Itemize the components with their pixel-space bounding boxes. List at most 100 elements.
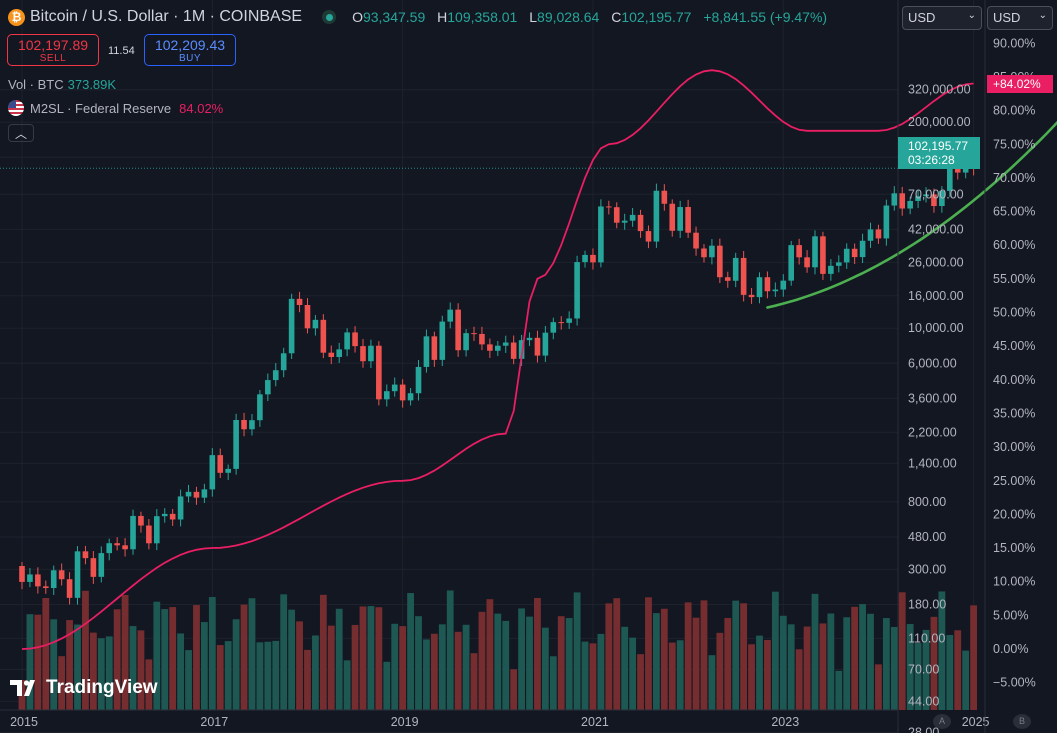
candle-body	[383, 391, 390, 400]
volume-bar	[938, 591, 946, 710]
candle-body	[526, 337, 533, 341]
tradingview-watermark: TradingView	[10, 677, 158, 699]
candle-body	[463, 333, 469, 351]
volume-bar	[922, 629, 930, 710]
candle-body	[122, 545, 128, 550]
auto-scale-button[interactable]: A	[933, 714, 951, 729]
candle-body	[201, 489, 208, 498]
candle-body	[685, 207, 691, 233]
buy-button[interactable]: 102,209.43 BUY	[144, 34, 236, 66]
volume-bar	[335, 608, 343, 710]
volume-bar	[185, 650, 192, 710]
volume-bar	[597, 633, 605, 710]
symbol-title[interactable]: Bitcoin / U.S. Dollar · 1M · COINBASE	[30, 8, 303, 25]
candle-body	[360, 346, 366, 362]
time-tick-label: 2015	[10, 715, 38, 729]
volume-bar	[232, 619, 240, 710]
currency-select-m2-value: USD	[993, 10, 1021, 25]
volume-bar	[882, 618, 890, 710]
volume-bar	[319, 594, 327, 710]
candle-body	[391, 384, 398, 392]
volume-bar	[835, 670, 843, 710]
volume-bar	[629, 637, 637, 710]
candle-body	[193, 491, 200, 498]
volume-bar	[541, 627, 549, 710]
candle-body	[788, 245, 795, 281]
candle-body	[828, 265, 834, 274]
price-tick-label: 10,000.00	[908, 321, 964, 335]
candle-body	[471, 333, 477, 335]
volume-bar	[446, 590, 454, 710]
candle-body	[724, 277, 731, 281]
candle-body	[677, 207, 683, 231]
sell-button[interactable]: 102,197.89 SELL	[7, 34, 99, 66]
currency-select-price-value: USD	[908, 10, 936, 25]
candle-body	[780, 280, 787, 290]
auto-scale-button-right[interactable]: B	[1013, 714, 1031, 729]
volume-bar	[193, 605, 200, 710]
price-tick-label: 16,000.00	[908, 289, 964, 303]
volume-bar	[494, 613, 502, 710]
volume-bar	[803, 626, 811, 710]
volume-bar	[367, 606, 375, 710]
candle-body	[598, 206, 604, 263]
volume-bar	[264, 641, 272, 710]
time-tick-label: 2017	[200, 715, 228, 729]
candle-body	[931, 194, 937, 207]
volume-bar	[740, 603, 748, 710]
volume-bar	[692, 617, 700, 710]
sell-label: SELL	[39, 53, 67, 64]
volume-legend[interactable]: Vol · BTC 373.89K	[8, 77, 116, 92]
watermark-text: TradingView	[46, 677, 158, 698]
percent-tick-label: 40.00%	[993, 373, 1035, 387]
candle-body	[939, 190, 945, 207]
currency-select-price[interactable]: USD ⌄	[902, 6, 982, 30]
candle-body	[320, 319, 327, 353]
candle-body	[138, 515, 144, 526]
volume-bar	[26, 614, 34, 710]
volume-bar	[161, 609, 169, 710]
ohlc-change: +8,841.55 (+9.47%)	[703, 9, 828, 25]
candle-body	[82, 551, 89, 559]
m2-legend-label: M2SL · Federal Reserve	[30, 100, 172, 116]
m2-legend[interactable]: M2SL · Federal Reserve 84.02%	[8, 100, 223, 116]
volume-bar	[50, 619, 58, 710]
candle-body	[58, 570, 65, 580]
candle-body	[177, 496, 184, 520]
candle-body	[883, 205, 890, 239]
time-tick-label: 2021	[581, 715, 609, 729]
price-tick-label: 70,000.00	[908, 187, 964, 201]
candle-body	[130, 515, 136, 550]
chevron-down-icon: ⌄	[1038, 10, 1047, 21]
volume-bar	[787, 624, 795, 710]
candle-body	[796, 245, 802, 258]
ohlc-close: 102,195.77	[621, 9, 692, 25]
candle-body	[431, 336, 438, 360]
buy-price: 102,209.43	[154, 37, 226, 53]
volume-legend-value: 373.89K	[67, 77, 117, 92]
percent-tick-label: 65.00%	[993, 205, 1035, 219]
volume-bar	[851, 606, 859, 710]
time-tick-label: 2025	[962, 715, 990, 729]
ohlc-high-label: H	[437, 9, 448, 25]
candle-body	[851, 248, 858, 258]
candle-body	[748, 294, 755, 298]
candle-body	[542, 332, 549, 356]
currency-select-m2[interactable]: USD ⌄	[987, 6, 1053, 30]
candle-body	[645, 231, 652, 242]
candle-body	[772, 289, 779, 292]
ohlc-low: 89,028.64	[537, 9, 600, 25]
ohlc-open-label: O	[352, 9, 363, 25]
candle-body	[257, 394, 263, 421]
collapse-legend-button[interactable]: ︿	[8, 124, 34, 142]
candle-body	[407, 393, 414, 401]
candle-body	[328, 352, 335, 358]
volume-bar	[510, 669, 518, 710]
tradingview-logo-icon	[10, 680, 35, 696]
volume-bar	[859, 604, 866, 710]
volume-bar	[359, 606, 367, 710]
volume-bar	[248, 598, 256, 710]
ohlc-high: 109,358.01	[447, 9, 518, 25]
percent-tick-label: 5.00%	[993, 608, 1028, 622]
